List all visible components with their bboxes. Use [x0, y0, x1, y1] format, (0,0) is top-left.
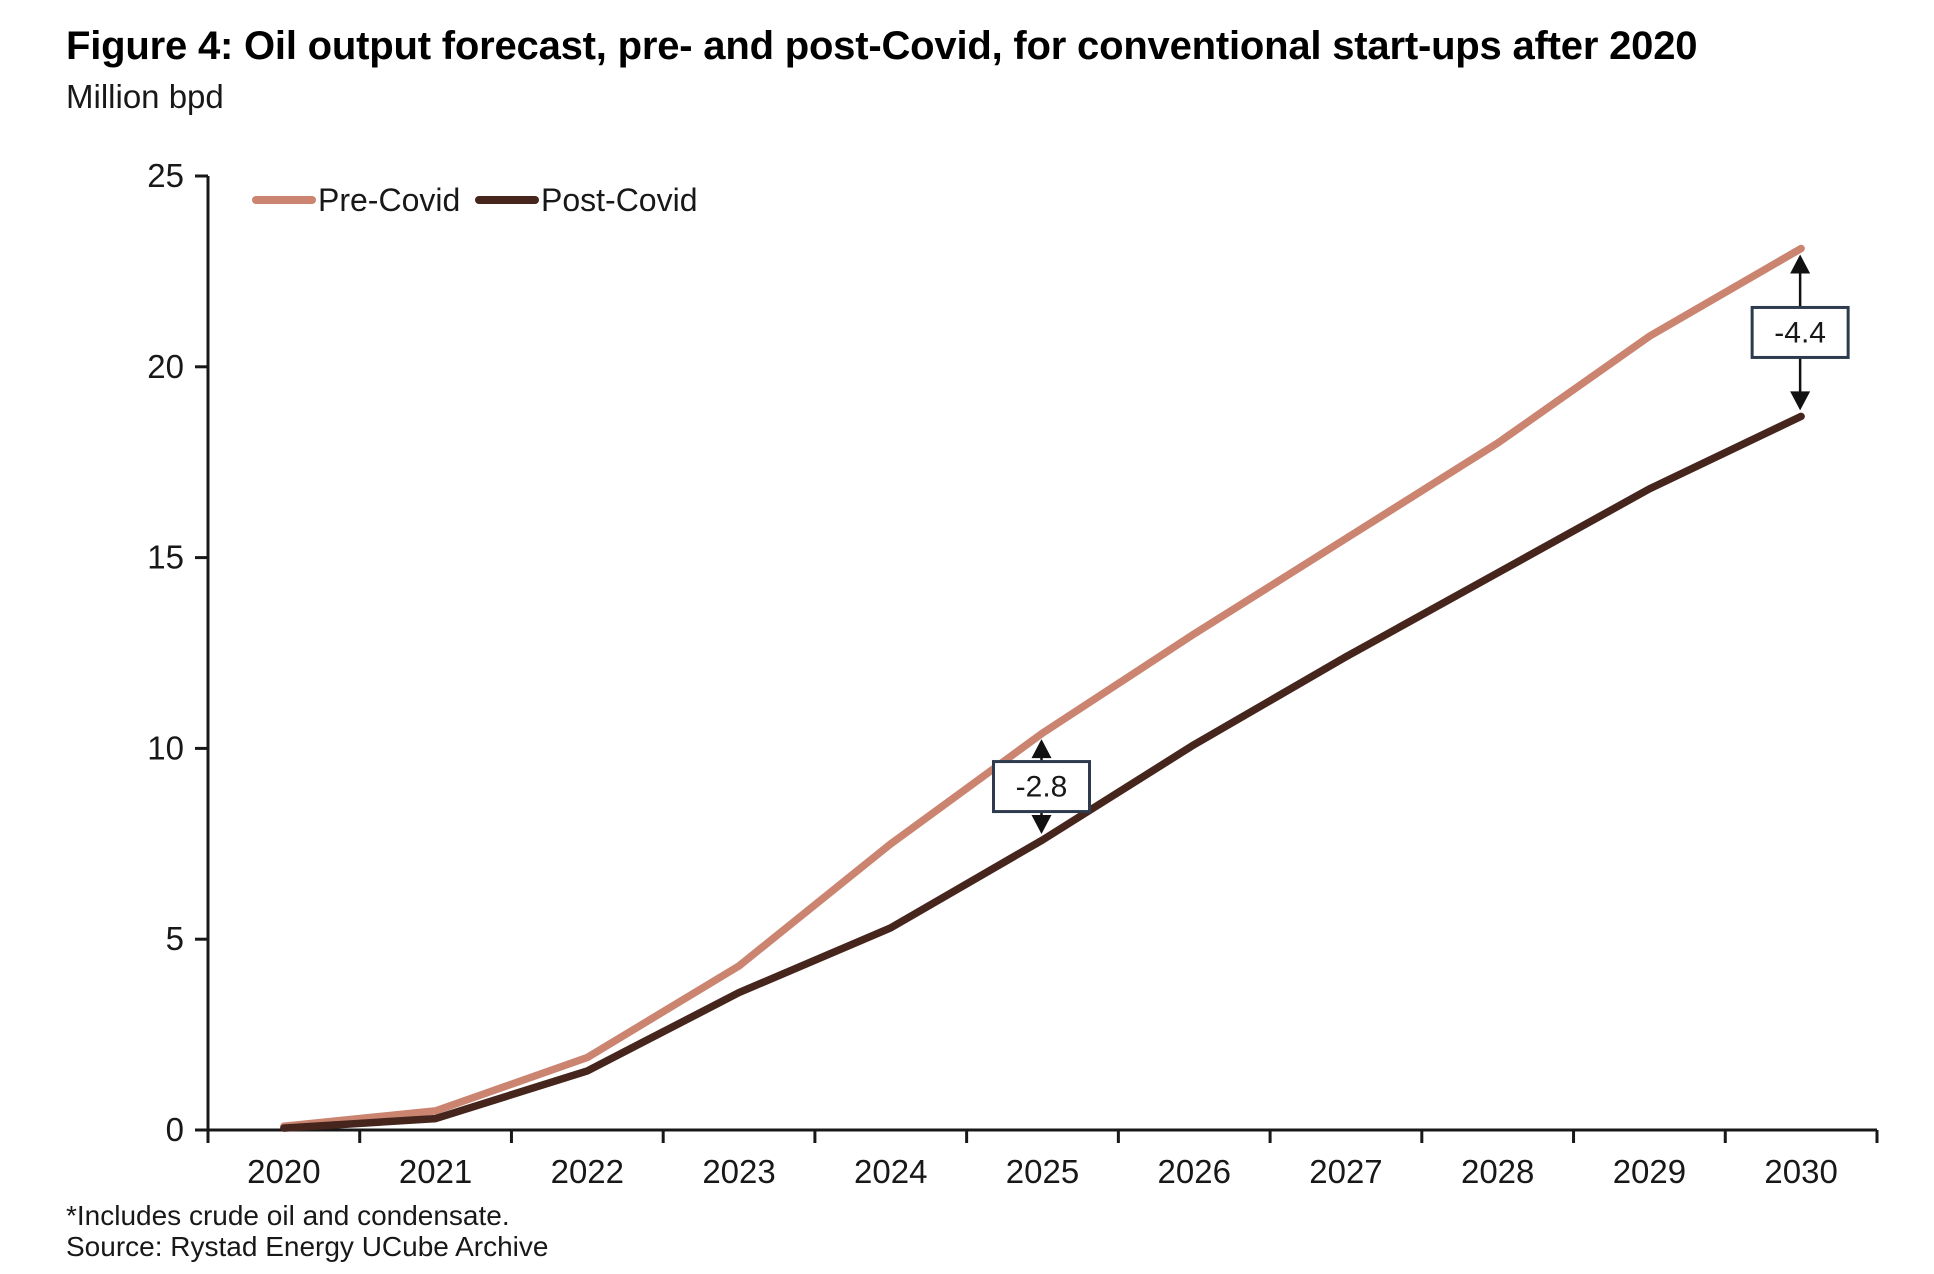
axis-lines [206, 176, 1877, 1132]
y-axis-tick-label: 20 [147, 348, 184, 385]
y-axis-tick-label: 15 [147, 539, 184, 576]
figure-subtitle: Million bpd [66, 78, 224, 115]
legend-label-post-covid: Post-Covid [541, 182, 698, 218]
annotation-arrowhead-up [1031, 739, 1052, 759]
x-axis-tick-label: 2025 [1006, 1153, 1079, 1190]
y-axis-tick-label: 10 [147, 729, 184, 766]
x-axis-tick-label: 2022 [551, 1153, 624, 1190]
x-axis-tick-label: 2020 [247, 1153, 320, 1190]
x-axis-tick-label: 2028 [1461, 1153, 1534, 1190]
figure-footnote: *Includes crude oil and condensate. [66, 1200, 510, 1231]
x-axis-tick-label: 2027 [1309, 1153, 1382, 1190]
y-axis-tick-label: 5 [166, 920, 184, 957]
x-axis-tick-label: 2023 [702, 1153, 775, 1190]
annotation-label: -4.4 [1774, 316, 1826, 349]
figure-source: Source: Rystad Energy UCube Archive [66, 1231, 549, 1263]
x-axis-tick-label: 2026 [1158, 1153, 1231, 1190]
x-axis-tick-label: 2024 [854, 1153, 927, 1190]
annotation-arrowhead-down [1790, 391, 1811, 411]
y-axis-tick-label: 0 [166, 1111, 184, 1148]
figure-title: Figure 4: Oil output forecast, pre- and … [66, 24, 1698, 68]
legend-label-pre-covid: Pre-Covid [318, 182, 460, 218]
series-line-post-covid [280, 412, 1805, 1132]
series-line-pre-covid [280, 244, 1805, 1130]
annotation-label: -2.8 [1016, 771, 1068, 804]
x-axis-tick-label: 2021 [399, 1153, 472, 1190]
annotation-box [992, 760, 1091, 814]
annotation-arrowhead-down [1031, 814, 1052, 834]
annotation-box [1750, 305, 1850, 359]
y-axis-tick-label: 25 [147, 157, 184, 194]
annotation-arrowhead-up [1790, 254, 1811, 274]
x-axis-tick-label: 2029 [1613, 1153, 1686, 1190]
figure-notes: *Includes crude oil and condensate. Sour… [66, 1200, 548, 1263]
x-axis-tick-label: 2030 [1764, 1153, 1837, 1190]
